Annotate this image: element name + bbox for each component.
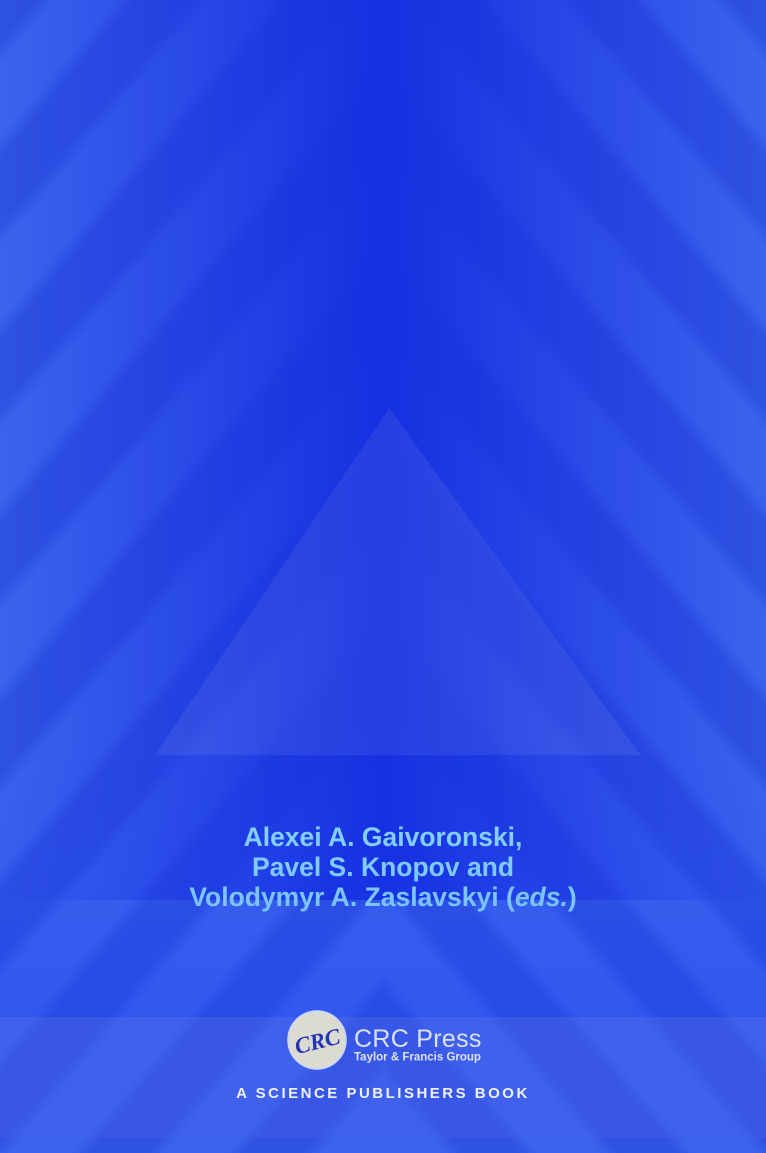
- svg-text:CRC Press: CRC Press: [354, 1025, 482, 1053]
- svg-text:Taylor & Francis Group: Taylor & Francis Group: [354, 1052, 481, 1064]
